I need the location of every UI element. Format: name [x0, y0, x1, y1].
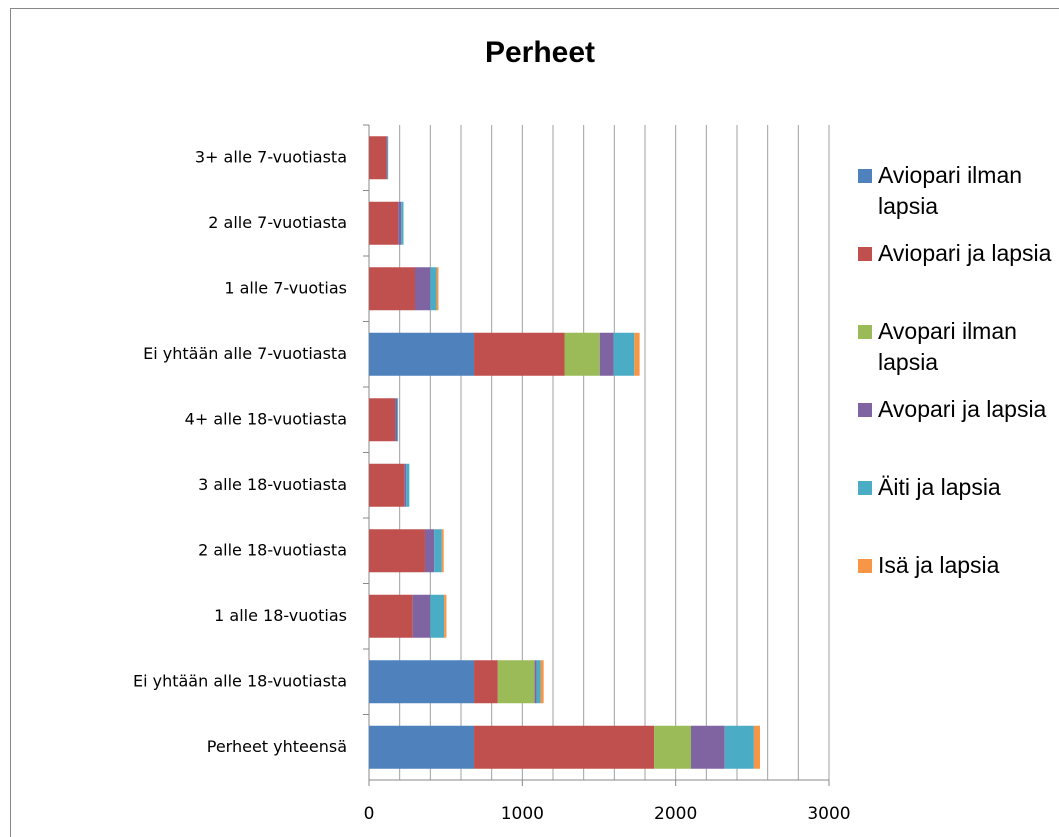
bar-segment [430, 594, 445, 638]
bar-segment [497, 660, 535, 704]
bar-segment [691, 725, 725, 769]
bar-segment [444, 594, 447, 638]
legend: Aviopari ilman lapsia Aviopari ja lapsia A… [858, 160, 1053, 628]
legend-label: Äiti ja lapsia [878, 474, 1001, 500]
bar-segment [369, 594, 413, 638]
bar-segment [634, 332, 640, 376]
legend-label: Avopari ilman lapsia [878, 318, 1017, 375]
legend-label: Aviopari ja lapsia [878, 240, 1052, 266]
legend-label: Avopari ja lapsia [878, 396, 1047, 422]
legend-item: Avopari ilman lapsia [858, 316, 1053, 394]
bar-segment [369, 660, 475, 704]
x-tick-label: 0 [364, 804, 375, 824]
y-tick-label: 4+ alle 18-vuotiasta [185, 409, 347, 428]
y-tick-label: 1 alle 18-vuotias [214, 606, 347, 625]
bar-segment [369, 201, 399, 245]
bar-segment [369, 725, 475, 769]
legend-swatch [858, 169, 872, 183]
bar-segment [397, 398, 399, 442]
x-tick-label: 3000 [807, 804, 850, 824]
bar-segment [534, 660, 537, 704]
legend-swatch [858, 325, 872, 339]
bar-segment [424, 529, 435, 573]
bar-segment [724, 725, 754, 769]
bar-segment [369, 529, 425, 573]
y-tick-label: 3+ alle 7-vuotiasta [195, 147, 347, 166]
legend-item: Avopari ja lapsia [858, 394, 1053, 472]
x-tick-label: 2000 [654, 804, 697, 824]
bar-segment [536, 660, 541, 704]
bar-segment [474, 725, 655, 769]
y-tick-label: Ei yhtään alle 7-vuotiasta [143, 344, 347, 363]
bar-segment [474, 332, 565, 376]
bar-segment [369, 398, 396, 442]
bar-segment [398, 201, 402, 245]
bar-segment [369, 463, 405, 507]
y-tick-label: 2 alle 7-vuotiasta [208, 213, 347, 232]
bar-segment [434, 529, 442, 573]
bar-segment [564, 332, 600, 376]
legend-label: Isä ja lapsia [878, 552, 1000, 578]
bar-segment [415, 267, 431, 311]
legend-item: Aviopari ilman lapsia [858, 160, 1053, 238]
bar-segment [474, 660, 498, 704]
y-tick-label: Ei yhtään alle 18-vuotiasta [133, 671, 347, 690]
bar-segment [613, 332, 635, 376]
bar-segment [387, 136, 389, 180]
x-tick-label: 1000 [501, 804, 544, 824]
chart-title: Perheet [485, 36, 595, 69]
legend-swatch [858, 247, 872, 261]
legend-swatch [858, 481, 872, 495]
bar-segment [369, 136, 387, 180]
bar-segment [406, 463, 410, 507]
bar-segment [599, 332, 614, 376]
bar-segment [441, 529, 444, 573]
bar-segment [404, 463, 407, 507]
legend-label: Aviopari ilman lapsia [878, 162, 1023, 219]
y-tick-label: Perheet yhteensä [207, 737, 347, 756]
bar-segment [654, 725, 691, 769]
y-tick-label: 2 alle 18-vuotiasta [198, 540, 347, 559]
bar-segment [386, 136, 388, 180]
bar-segment [395, 398, 398, 442]
bar-segment [540, 660, 544, 704]
legend-item: Äiti ja lapsia [858, 472, 1053, 550]
bar-segment [412, 594, 431, 638]
legend-item: Aviopari ja lapsia [858, 238, 1053, 316]
bar-segment [753, 725, 760, 769]
legend-swatch [858, 559, 872, 573]
bar-segment [369, 332, 475, 376]
bar-segment [436, 267, 439, 311]
legend-item: Isä ja lapsia [858, 550, 1053, 628]
bar-segment [401, 201, 404, 245]
y-tick-label: 1 alle 7-vuotias [224, 278, 347, 297]
bar-segment [369, 267, 415, 311]
legend-swatch [858, 403, 872, 417]
y-tick-label: 3 alle 18-vuotiasta [198, 475, 347, 494]
bar-segment [430, 267, 437, 311]
